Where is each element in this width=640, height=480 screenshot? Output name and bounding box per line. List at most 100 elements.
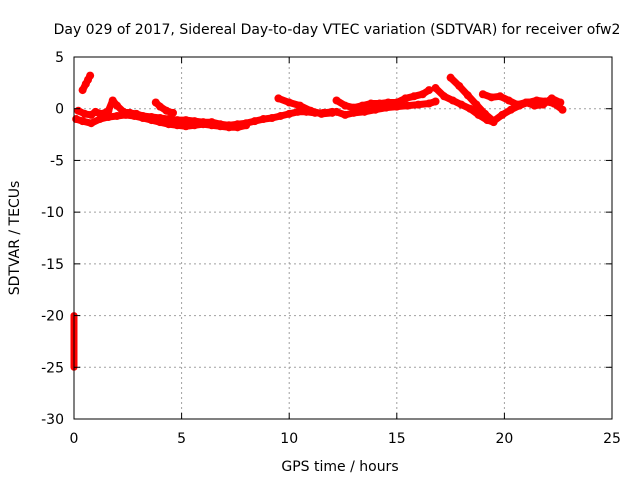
data-point — [274, 94, 283, 103]
data-point — [138, 114, 147, 123]
series-trace-track-a-main — [74, 96, 336, 129]
data-point — [401, 94, 410, 103]
data-point — [418, 90, 427, 99]
data-point — [414, 100, 423, 109]
data-point — [431, 97, 440, 106]
data-point — [147, 116, 156, 125]
x-tick-label: 15 — [388, 431, 406, 447]
x-tick-label: 10 — [280, 431, 298, 447]
data-point — [78, 86, 87, 95]
data-point — [104, 112, 113, 121]
data-point — [455, 81, 464, 90]
data-point — [410, 92, 419, 101]
data-point — [448, 96, 457, 105]
data-point — [95, 115, 104, 124]
data-point — [164, 120, 173, 129]
data-point — [259, 115, 268, 124]
data-point — [293, 107, 302, 116]
data-point — [382, 103, 391, 112]
data-point — [371, 105, 380, 114]
axis-ticks: 0 5 10 15 20 25 5 0 -5 -10 -15 -20 -25 -30 — [41, 50, 621, 447]
data-point — [556, 98, 565, 107]
data-point — [440, 92, 449, 101]
data-point — [317, 109, 326, 118]
data-point — [547, 94, 556, 103]
data-point — [366, 99, 375, 108]
data-point — [78, 117, 87, 126]
data-point — [431, 84, 440, 93]
data-point — [199, 120, 208, 129]
y-tick-label: 5 — [55, 50, 64, 66]
data-point — [87, 119, 96, 128]
data-point — [521, 98, 530, 107]
data-point — [425, 99, 434, 108]
data-point — [403, 101, 412, 110]
data-point — [478, 90, 487, 99]
data-point — [332, 96, 341, 105]
data-point — [530, 101, 539, 110]
data-point — [181, 116, 190, 125]
data-point — [558, 105, 567, 114]
y-tick-label: -5 — [50, 153, 64, 169]
data-point — [104, 106, 113, 115]
data-point — [207, 121, 216, 130]
y-tick-label: -25 — [41, 360, 64, 376]
data-point — [341, 110, 350, 119]
data-point — [91, 107, 100, 116]
data-point — [285, 109, 294, 118]
x-tick-label: 25 — [603, 431, 621, 447]
data-point — [121, 110, 130, 119]
data-point — [233, 123, 242, 132]
data-point — [156, 118, 165, 127]
data-point — [360, 107, 369, 116]
data-point — [489, 117, 498, 126]
data-point — [216, 122, 225, 131]
data-point — [349, 108, 358, 117]
data-point — [156, 102, 165, 111]
y-tick-label: -15 — [41, 257, 64, 273]
data-point — [267, 114, 276, 123]
x-tick-label: 5 — [177, 431, 186, 447]
data-point — [332, 107, 341, 116]
y-tick-label: -10 — [41, 205, 64, 221]
data-point — [162, 106, 171, 115]
data-point — [465, 104, 474, 113]
data-point — [295, 101, 304, 110]
data-point — [173, 121, 182, 130]
data-point — [224, 123, 233, 132]
data-point — [425, 86, 434, 95]
data-point — [358, 101, 367, 110]
data-point — [496, 92, 505, 101]
data-point — [285, 98, 294, 107]
y-axis-label: SDTVAR / TECUs — [7, 181, 23, 296]
data-point — [457, 100, 466, 109]
data-point — [539, 100, 548, 109]
data-point — [80, 109, 89, 118]
x-tick-label: 0 — [70, 431, 79, 447]
data-point — [250, 117, 259, 126]
data-point — [168, 108, 177, 117]
data-point — [181, 122, 190, 131]
data-point — [86, 71, 95, 80]
data-point — [487, 93, 496, 102]
chart-title: Day 029 of 2017, Sidereal Day-to-day VTE… — [54, 22, 621, 38]
y-tick-label: -30 — [41, 412, 64, 428]
series-trace-track-j — [479, 90, 564, 110]
data-point — [472, 100, 481, 109]
plot-border — [73, 56, 613, 420]
data-point — [341, 101, 350, 110]
data-point — [392, 102, 401, 111]
data-point — [463, 91, 472, 100]
y-tick-label: -20 — [41, 309, 64, 325]
data-point — [504, 96, 513, 105]
y-tick-label: 0 — [55, 102, 64, 118]
data-point — [276, 111, 285, 120]
data-point — [306, 106, 315, 115]
data-point — [190, 121, 199, 130]
data-point — [242, 121, 251, 130]
data-point — [481, 109, 490, 118]
x-tick-label: 20 — [495, 431, 513, 447]
data-point — [113, 111, 122, 120]
data-point — [130, 111, 139, 120]
